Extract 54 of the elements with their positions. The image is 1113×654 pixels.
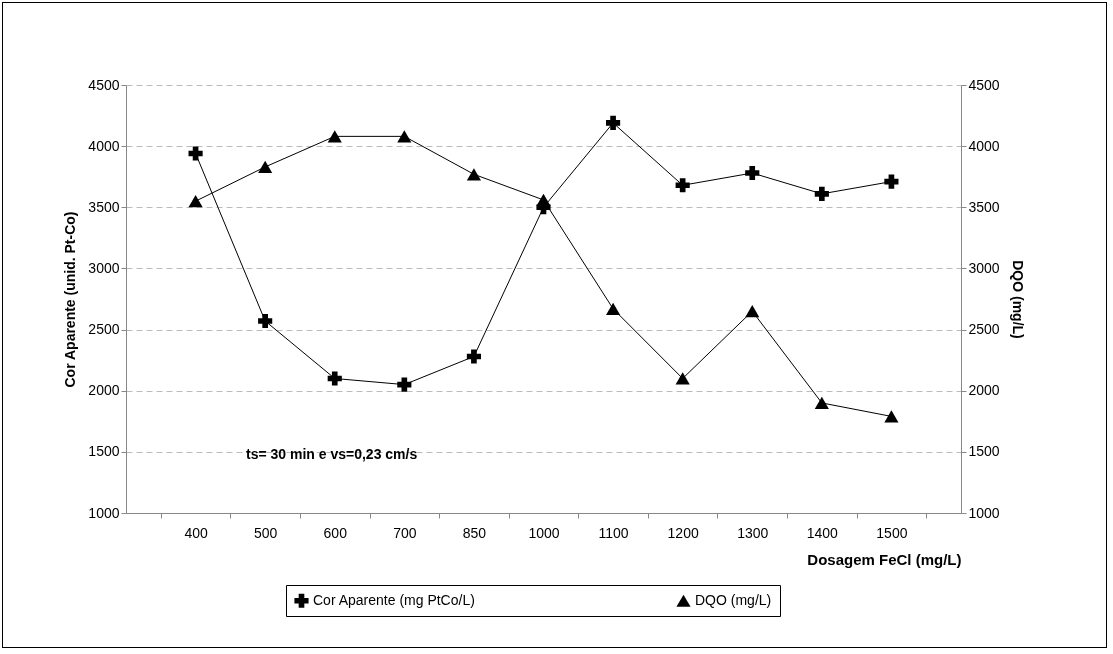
y2-tick-label: 1000 (968, 504, 1000, 521)
x-tick-label: 1300 (737, 524, 769, 541)
x-tick-label: 500 (253, 524, 278, 541)
point (327, 130, 342, 143)
point (466, 168, 481, 181)
y2-tick-label: 1500 (968, 443, 1000, 460)
point (606, 115, 621, 130)
y-tick-label: 2000 (88, 382, 120, 399)
point (397, 130, 412, 143)
point (814, 396, 829, 410)
point (536, 193, 551, 207)
point (606, 302, 621, 315)
point (258, 160, 273, 174)
y-tick-label: 1000 (88, 504, 120, 521)
x-tick-label: 1100 (598, 524, 629, 541)
y2-axis-title: DQO (mg/L) (1009, 260, 1026, 339)
point (466, 349, 481, 364)
x-tick-label: 1000 (528, 524, 560, 541)
x-tick-label: 1500 (876, 524, 908, 541)
point (745, 305, 760, 318)
point (397, 377, 412, 392)
point (884, 410, 899, 423)
point (188, 195, 203, 208)
y-tick-label: 3500 (88, 198, 120, 215)
point (745, 165, 760, 181)
x-tick-label: 850 (462, 524, 487, 541)
y2-tick-label: 2500 (968, 321, 1000, 338)
point (258, 313, 273, 329)
y-tick-label: 1500 (88, 443, 120, 460)
annotation: ts= 30 min e vs=0,23 cm/s (246, 446, 418, 462)
y2-tick-label: 3500 (968, 198, 1000, 215)
x-tick-label: 400 (184, 524, 208, 541)
y2-tick-label: 4000 (968, 137, 1000, 154)
x-tick-label: 700 (393, 524, 417, 541)
x-tick-label: 1200 (667, 524, 699, 541)
point (814, 186, 829, 201)
point (884, 174, 899, 189)
x-tick-label: 1400 (806, 524, 839, 541)
point (675, 178, 690, 193)
x-tick-label: 600 (323, 524, 348, 541)
y2-tick-label: 2000 (968, 382, 1000, 399)
x-axis-title: Dosagem FeCl (mg/L) (807, 550, 962, 568)
y-tick-label: 4500 (88, 76, 120, 93)
point (188, 146, 203, 161)
y-tick-label: 2500 (88, 321, 120, 338)
y2-tick-label: 4500 (968, 76, 1000, 93)
point (327, 371, 342, 386)
legend-label: Cor Aparente (mg PtCo/L) (313, 591, 475, 608)
legend-label: DQO (mg/L) (695, 591, 772, 608)
y-tick-label: 3000 (88, 259, 120, 276)
y-axis-title: Cor Aparente (unid. Pt-Co) (62, 211, 79, 388)
y2-tick-label: 3000 (968, 259, 1000, 276)
y-tick-label: 4000 (88, 137, 120, 154)
point (675, 372, 690, 385)
